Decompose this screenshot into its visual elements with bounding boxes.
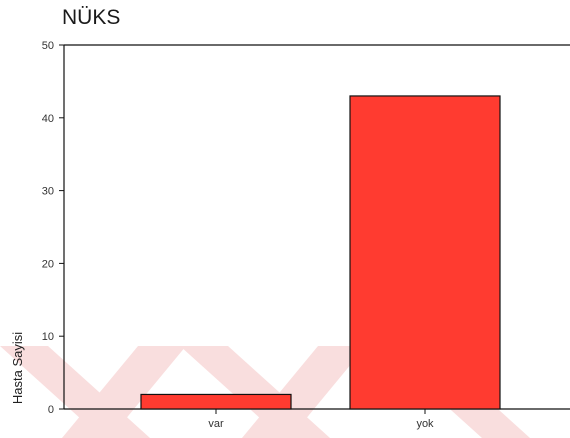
bars (140, 95, 501, 410)
bar-var (140, 393, 292, 410)
x-axis-ticks: var yok (208, 409, 434, 430)
y-axis-label: Hasta Sayisi (10, 332, 25, 404)
y-tick-label-20: 20 (42, 258, 54, 270)
watermark-stripe-1 (62, 346, 186, 438)
x-tick-label-yok: yok (416, 418, 434, 430)
y-tick-label-50: 50 (42, 40, 54, 52)
y-axis-ticks: 0 10 20 30 40 50 (42, 40, 64, 416)
y-tick-label-0: 0 (48, 404, 54, 416)
y-tick-label-10: 10 (42, 331, 54, 343)
watermark-stripe-3 (242, 346, 366, 438)
chart-title: NÜKS (62, 6, 120, 29)
y-tick-label-30: 30 (42, 186, 54, 198)
bar-yok (349, 95, 501, 410)
y-tick-label-40: 40 (42, 113, 54, 125)
x-tick-label-var: var (208, 418, 224, 430)
